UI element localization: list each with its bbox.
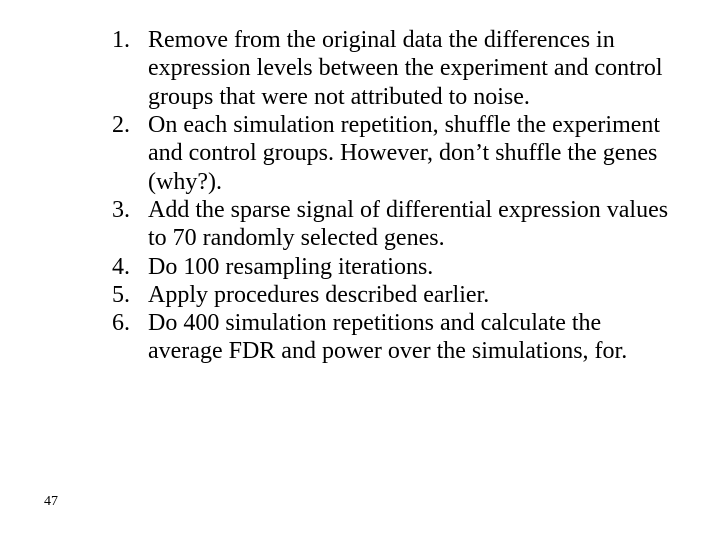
list-item-text: Add the sparse signal of differential ex… (148, 196, 680, 253)
list-item-text: Remove from the original data the differ… (148, 26, 680, 111)
list-item-number: 6. (90, 309, 148, 366)
list-item-text: Do 100 resampling iterations. (148, 253, 680, 281)
list-item-text: On each simulation repetition, shuffle t… (148, 111, 680, 196)
list-item: 5. Apply procedures described earlier. (90, 281, 680, 309)
list-item: 4. Do 100 resampling iterations. (90, 253, 680, 281)
list-item-number: 3. (90, 196, 148, 253)
list-item: 3. Add the sparse signal of differential… (90, 196, 680, 253)
page-number: 47 (44, 494, 58, 510)
list-item-number: 4. (90, 253, 148, 281)
list-item: 6. Do 400 simulation repetitions and cal… (90, 309, 680, 366)
list-item-number: 1. (90, 26, 148, 111)
list-item-number: 5. (90, 281, 148, 309)
list-item: 1. Remove from the original data the dif… (90, 26, 680, 111)
list-item-number: 2. (90, 111, 148, 196)
slide: 1. Remove from the original data the dif… (0, 0, 720, 540)
numbered-list: 1. Remove from the original data the dif… (90, 26, 680, 366)
list-item-text: Apply procedures described earlier. (148, 281, 680, 309)
list-item-text: Do 400 simulation repetitions and calcul… (148, 309, 680, 366)
list-item: 2. On each simulation repetition, shuffl… (90, 111, 680, 196)
